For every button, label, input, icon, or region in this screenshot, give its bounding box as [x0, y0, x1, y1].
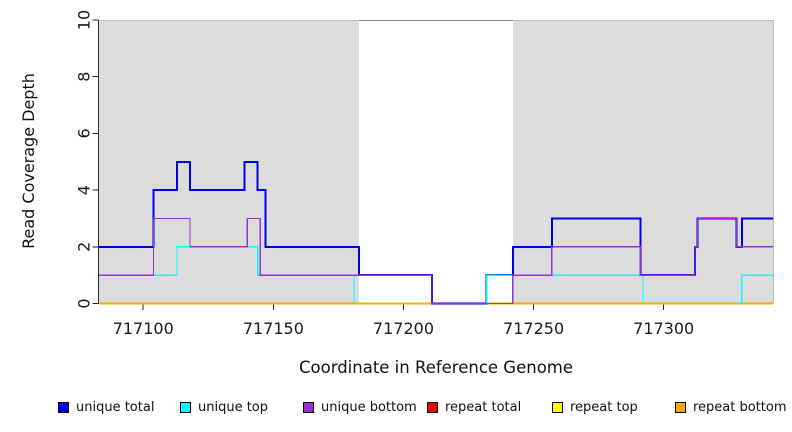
repeat-top-swatch-icon [552, 402, 563, 413]
unique-top-swatch-icon [180, 402, 191, 413]
legend-item-unique-top: unique top [180, 400, 268, 415]
series-line-unique-bottom [99, 217, 773, 305]
x-tick-label: 717200 [373, 319, 434, 338]
unique-bottom-swatch-icon [303, 402, 314, 413]
x-tick-label: 717300 [633, 319, 694, 338]
y-tick-label: 2 [74, 242, 93, 252]
legend-label: repeat total [445, 400, 522, 415]
y-tick-label: 4 [74, 185, 93, 195]
legend-item-unique-bottom: unique bottom [303, 400, 417, 415]
legend-item-repeat-total: repeat total [427, 400, 521, 415]
repeat-total-swatch-icon [427, 402, 438, 413]
legend-item-repeat-top: repeat top [552, 400, 638, 415]
x-tick-label: 717100 [113, 319, 174, 338]
legend-item-repeat-bottom: repeat bottom [675, 400, 787, 415]
legend-label: unique bottom [321, 400, 417, 415]
x-tick-label: 717250 [503, 319, 564, 338]
x-axis-title: Coordinate in Reference Genome [298, 358, 574, 377]
legend-label: repeat top [570, 400, 638, 415]
y-tick-label: 10 [74, 10, 93, 30]
legend-item-unique-total: unique total [58, 400, 154, 415]
y-tick-label: 0 [74, 298, 93, 308]
legend-label: repeat bottom [693, 400, 787, 415]
y-tick-label: 8 [74, 72, 93, 82]
repeat-bottom-swatch-icon [675, 402, 686, 413]
masked-region-band [512, 20, 773, 304]
legend-label: unique total [76, 400, 155, 415]
x-tick-label: 717150 [243, 319, 304, 338]
masked-region-band [99, 20, 360, 304]
y-axis-title: Read Coverage Depth [19, 73, 38, 249]
legend-label: unique top [198, 400, 269, 415]
unique-total-swatch-icon [58, 402, 69, 413]
y-tick-label: 6 [74, 128, 93, 138]
